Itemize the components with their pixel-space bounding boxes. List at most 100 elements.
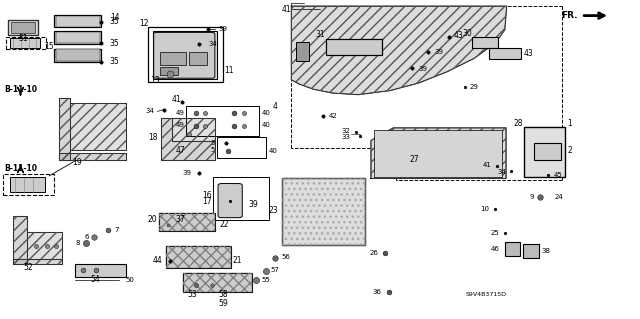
Text: 45: 45 [553,172,562,178]
Bar [374,130,502,177]
Text: 26: 26 [370,250,379,256]
Text: 21: 21 [232,256,241,264]
FancyBboxPatch shape [154,33,215,78]
Text: 40: 40 [261,110,270,116]
Bar [505,242,520,256]
Polygon shape [291,6,507,95]
Bar [54,32,101,44]
Text: 8: 8 [76,240,80,246]
Bar [183,273,252,292]
Text: 22: 22 [220,220,229,229]
Text: 58: 58 [218,290,228,299]
Text: 34: 34 [145,108,154,115]
Text: 30: 30 [462,29,472,39]
Bar [282,178,365,245]
Bar [3,174,54,195]
Bar [523,244,540,258]
Text: 40: 40 [269,148,278,154]
Text: 38: 38 [541,248,551,254]
Bar [166,246,231,268]
Text: 31: 31 [316,30,325,40]
Polygon shape [8,20,38,34]
Text: 34: 34 [209,41,218,47]
Text: 32: 32 [342,128,351,134]
Text: 3: 3 [211,140,215,146]
Bar [11,22,35,33]
Text: 35: 35 [109,39,120,48]
Text: 24: 24 [554,195,563,200]
Polygon shape [59,98,70,160]
Text: 43: 43 [454,31,463,40]
Bar [166,246,231,268]
Text: 39: 39 [419,66,428,72]
Text: 20: 20 [148,215,157,224]
Text: 36: 36 [372,289,381,295]
Bar [10,177,45,192]
Text: 40: 40 [261,122,270,128]
Bar [282,178,365,245]
Text: 51: 51 [19,34,28,43]
Text: 39: 39 [218,26,227,32]
Text: B-11-10: B-11-10 [4,165,37,174]
Text: 46: 46 [491,246,500,252]
Text: 49: 49 [176,122,185,128]
Text: 11: 11 [225,66,234,75]
Bar [326,39,383,55]
Text: 9: 9 [530,195,534,200]
Bar [217,137,266,158]
Text: 15: 15 [44,42,54,51]
Text: 16: 16 [202,191,212,200]
Bar [54,15,101,27]
Bar [6,37,46,49]
Text: 10: 10 [481,206,490,212]
Bar [534,143,561,160]
Text: 34: 34 [497,169,506,175]
Text: 43: 43 [524,49,534,58]
Polygon shape [172,118,215,141]
Polygon shape [59,153,125,160]
Text: 25: 25 [491,230,500,236]
Bar [159,213,216,231]
Text: 13: 13 [150,76,159,85]
Text: 18: 18 [148,133,158,143]
Text: 27: 27 [410,155,419,164]
Polygon shape [27,232,62,259]
Bar [296,42,308,62]
Text: 47: 47 [175,145,185,154]
Bar [160,67,178,75]
Text: 35: 35 [109,18,120,26]
Bar [189,52,207,65]
Text: 50: 50 [125,277,134,283]
Text: 6: 6 [85,234,90,240]
Bar [326,39,383,55]
Polygon shape [70,103,125,150]
Text: 7: 7 [115,227,119,233]
Bar [472,37,499,48]
Text: 23: 23 [269,206,278,215]
Text: FR.: FR. [561,11,578,20]
Text: 54: 54 [91,275,100,284]
Bar [54,48,101,62]
Polygon shape [13,259,62,264]
Text: 12: 12 [139,19,148,28]
Polygon shape [371,128,506,178]
Text: S9V4B3715D: S9V4B3715D [465,292,506,297]
Bar [183,273,252,292]
FancyBboxPatch shape [218,183,243,218]
Text: 39: 39 [182,170,191,176]
Text: 29: 29 [470,85,479,90]
Bar [10,38,40,48]
Bar [75,264,125,277]
Bar [186,106,259,136]
Text: 28: 28 [513,119,523,128]
Text: 19: 19 [72,158,81,167]
Text: 1: 1 [567,119,572,128]
Polygon shape [13,216,27,264]
Text: 49: 49 [176,110,185,116]
Text: 14: 14 [109,13,119,22]
Text: 44: 44 [153,256,163,264]
Bar [153,31,217,79]
Text: 56: 56 [282,254,291,260]
Text: 39: 39 [435,49,444,55]
Bar [148,27,223,82]
